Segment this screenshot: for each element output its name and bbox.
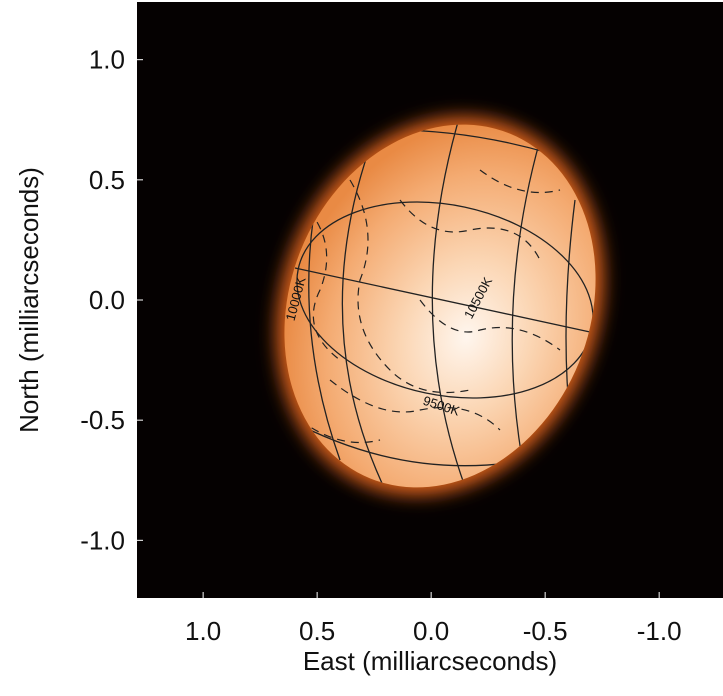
x-tick-label: -1.0 <box>637 616 682 646</box>
x-tick-label: 0.0 <box>413 616 449 646</box>
x-axis-label: East (milliarcseconds) <box>303 646 557 676</box>
chart: East (milliarcseconds) North (milliarcse… <box>0 0 723 691</box>
y-tick-label: 0.5 <box>89 165 125 195</box>
y-tick-label: -1.0 <box>80 525 125 555</box>
x-tick-label: 0.5 <box>299 616 335 646</box>
y-axis-label: North (milliarcseconds) <box>14 167 44 433</box>
y-tick-label: 0.0 <box>89 285 125 315</box>
y-tick-label: -0.5 <box>80 405 125 435</box>
x-tick-label: -0.5 <box>523 616 568 646</box>
y-tick-label: 1.0 <box>89 45 125 75</box>
x-tick-label: 1.0 <box>185 616 221 646</box>
